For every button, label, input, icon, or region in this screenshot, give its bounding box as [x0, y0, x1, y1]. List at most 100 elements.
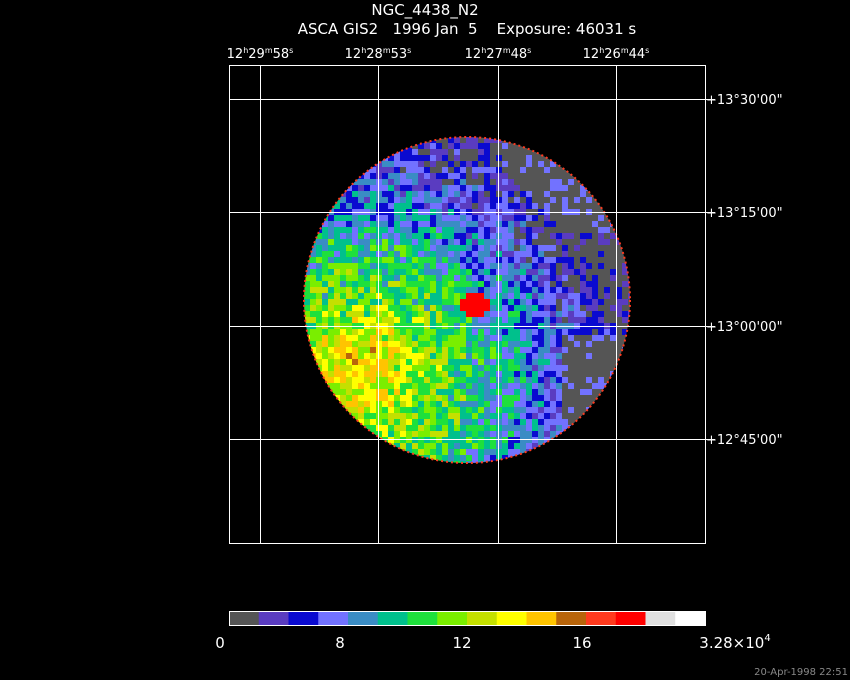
pixel	[556, 347, 562, 353]
pixel	[514, 227, 520, 233]
pixel	[610, 233, 616, 239]
ra-label-part: s	[645, 46, 649, 55]
pixel	[550, 251, 556, 257]
pixel	[400, 161, 406, 167]
pixel	[610, 305, 616, 311]
pixel	[334, 317, 340, 323]
pixel	[484, 287, 490, 293]
pixel	[610, 227, 616, 233]
pixel	[310, 257, 316, 263]
pixel	[418, 389, 424, 395]
pixel	[418, 317, 424, 323]
pixel	[370, 347, 376, 353]
pixel	[316, 353, 322, 359]
pixel	[502, 167, 508, 173]
pixel	[562, 407, 568, 413]
pixel	[490, 155, 496, 161]
pixel	[562, 311, 568, 317]
pixel	[448, 371, 454, 377]
pixel	[490, 269, 496, 275]
pixel	[406, 185, 412, 191]
pixel	[328, 275, 334, 281]
pixel	[502, 269, 508, 275]
pixel	[388, 317, 394, 323]
pixel	[568, 377, 574, 383]
pixel	[442, 311, 448, 317]
pixel	[370, 269, 376, 275]
pixel	[532, 161, 538, 167]
pixel	[322, 245, 328, 251]
pixel	[346, 215, 352, 221]
pixel	[436, 179, 442, 185]
pixel	[418, 203, 424, 209]
pixel	[592, 233, 598, 239]
pixel	[574, 305, 580, 311]
pixel	[358, 413, 364, 419]
pixel	[592, 311, 598, 317]
pixel	[364, 257, 370, 263]
pixel	[490, 149, 496, 155]
pixel	[448, 317, 454, 323]
pixel	[334, 347, 340, 353]
pixel	[406, 395, 412, 401]
pixel	[562, 203, 568, 209]
pixel	[364, 413, 370, 419]
pixel	[544, 299, 550, 305]
pixel	[526, 311, 532, 317]
pixel	[526, 359, 532, 365]
pixel	[316, 245, 322, 251]
pixel	[382, 293, 388, 299]
pixel	[412, 401, 418, 407]
pixel	[520, 149, 526, 155]
pixel	[412, 275, 418, 281]
pixel	[370, 245, 376, 251]
pixel	[430, 227, 436, 233]
pixel	[442, 263, 448, 269]
pixel	[586, 311, 592, 317]
pixel	[538, 155, 544, 161]
pixel	[586, 401, 592, 407]
pixel	[442, 275, 448, 281]
pixel	[586, 341, 592, 347]
pixel	[526, 269, 532, 275]
pixel	[562, 377, 568, 383]
pixel	[394, 329, 400, 335]
pixel	[472, 389, 478, 395]
pixel	[484, 269, 490, 275]
pixel	[538, 173, 544, 179]
detector-edge	[303, 136, 631, 464]
pixel	[316, 257, 322, 263]
pixel	[346, 233, 352, 239]
pixel	[472, 293, 478, 299]
pixel	[316, 335, 322, 341]
pixel	[436, 365, 442, 371]
pixel	[442, 191, 448, 197]
pixel	[436, 293, 442, 299]
pixel	[460, 233, 466, 239]
pixel	[478, 197, 484, 203]
pixel	[412, 191, 418, 197]
pixel	[514, 341, 520, 347]
pixel	[430, 287, 436, 293]
colorbar-segment	[288, 611, 319, 625]
pixel	[382, 341, 388, 347]
pixel	[400, 329, 406, 335]
pixel	[364, 203, 370, 209]
pixel	[448, 389, 454, 395]
pixel	[592, 293, 598, 299]
pixel	[364, 329, 370, 335]
pixel	[466, 233, 472, 239]
pixel	[418, 329, 424, 335]
pixel	[322, 341, 328, 347]
pixel	[328, 311, 334, 317]
pixel	[556, 167, 562, 173]
pixel	[424, 401, 430, 407]
pixel	[394, 227, 400, 233]
pixel	[526, 305, 532, 311]
pixel	[442, 329, 448, 335]
pixel	[448, 149, 454, 155]
pixel	[334, 221, 340, 227]
pixel	[340, 257, 346, 263]
pixel	[460, 299, 466, 305]
